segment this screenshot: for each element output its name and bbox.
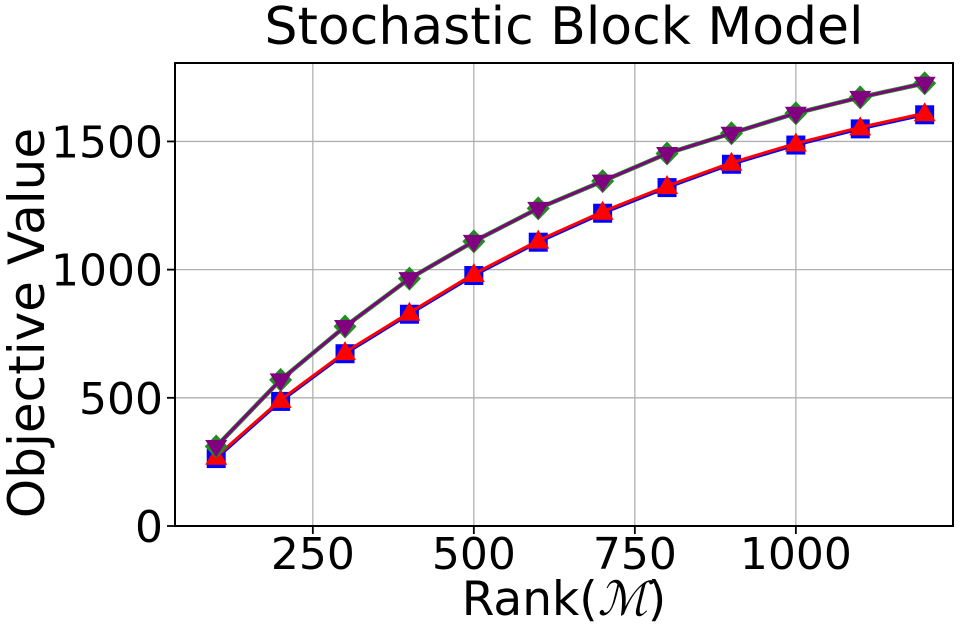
series-red-triangle-up [205, 102, 936, 465]
x-tick-label: 1000 [740, 529, 852, 580]
triangle-up-marker-icon [398, 301, 421, 321]
y-tick-label: 1500 [51, 117, 163, 168]
series-purple-triangle-down-markers [205, 76, 936, 458]
triangle-down-marker-icon [591, 174, 614, 193]
axes-background [175, 63, 953, 526]
triangle-down-marker-icon [205, 440, 228, 458]
triangle-up-marker-icon [269, 388, 292, 408]
series-red-triangle-up-markers [205, 102, 936, 465]
triangle-down-marker-icon [784, 106, 807, 125]
triangle-down-marker-icon [462, 234, 485, 253]
y-tick-label: 1000 [51, 246, 163, 297]
x-axis-label: Rank(ℳ) [175, 572, 953, 627]
y-tick-label: 0 [135, 502, 163, 553]
x-tick-label: 750 [593, 529, 677, 580]
series-purple-triangle-down-line [215, 81, 925, 448]
triangle-up-marker-icon [720, 151, 743, 171]
y-tick-label: 500 [79, 374, 163, 425]
triangle-down-marker-icon [269, 373, 292, 391]
triangle-down-marker-icon [913, 76, 936, 95]
series-purple-triangle-down [205, 76, 936, 458]
x-tick-label: 500 [432, 529, 516, 580]
x-axis-label-suffix: ) [647, 572, 667, 627]
axes-spines [174, 62, 954, 527]
triangle-up-marker-icon [913, 102, 936, 122]
y-tick-labels: 0 500 1000 1500 [51, 117, 163, 553]
mathcal-m-symbol: ℳ [597, 572, 648, 627]
triangle-down-marker-icon [720, 126, 743, 145]
triangle-down-marker-icon [527, 201, 550, 220]
tick-marks [167, 140, 797, 534]
triangle-up-marker-icon [849, 116, 872, 136]
triangle-up-marker-icon [784, 132, 807, 152]
triangle-down-marker-icon [398, 272, 421, 290]
triangle-up-marker-icon [591, 200, 614, 220]
y-axis-label: Objective Value [0, 127, 56, 519]
x-tick-labels: 250 500 750 1000 [271, 529, 852, 580]
chart-title: Stochastic Block Model [264, 0, 864, 57]
triangle-up-marker-icon [334, 341, 357, 361]
triangle-up-marker-icon [527, 229, 550, 249]
triangle-up-marker-icon [462, 262, 485, 282]
triangle-down-marker-icon [656, 146, 679, 165]
triangle-down-marker-icon [849, 90, 872, 109]
triangle-down-marker-icon [334, 320, 357, 338]
triangle-up-marker-icon [656, 175, 679, 195]
x-axis-label-prefix: Rank( [461, 572, 598, 627]
x-tick-label: 250 [271, 529, 355, 580]
